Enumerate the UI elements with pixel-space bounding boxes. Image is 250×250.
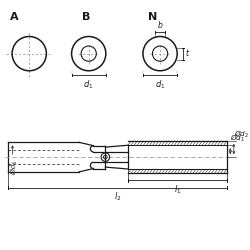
Text: A: A [10, 12, 19, 22]
Text: B: B [82, 12, 90, 22]
Text: b: b [158, 21, 162, 30]
Text: $d_1$: $d_1$ [155, 78, 165, 91]
Text: $l_2$: $l_2$ [114, 190, 121, 203]
Text: $Ød_4$: $Ød_4$ [9, 160, 20, 175]
Text: N: N [148, 12, 158, 22]
Text: t: t [186, 49, 188, 58]
Text: $Ød_1$: $Ød_1$ [230, 133, 246, 144]
Text: $l_1$: $l_1$ [174, 183, 181, 196]
Text: $d_1$: $d_1$ [84, 78, 94, 91]
Text: $Ød_2$: $Ød_2$ [234, 128, 249, 140]
